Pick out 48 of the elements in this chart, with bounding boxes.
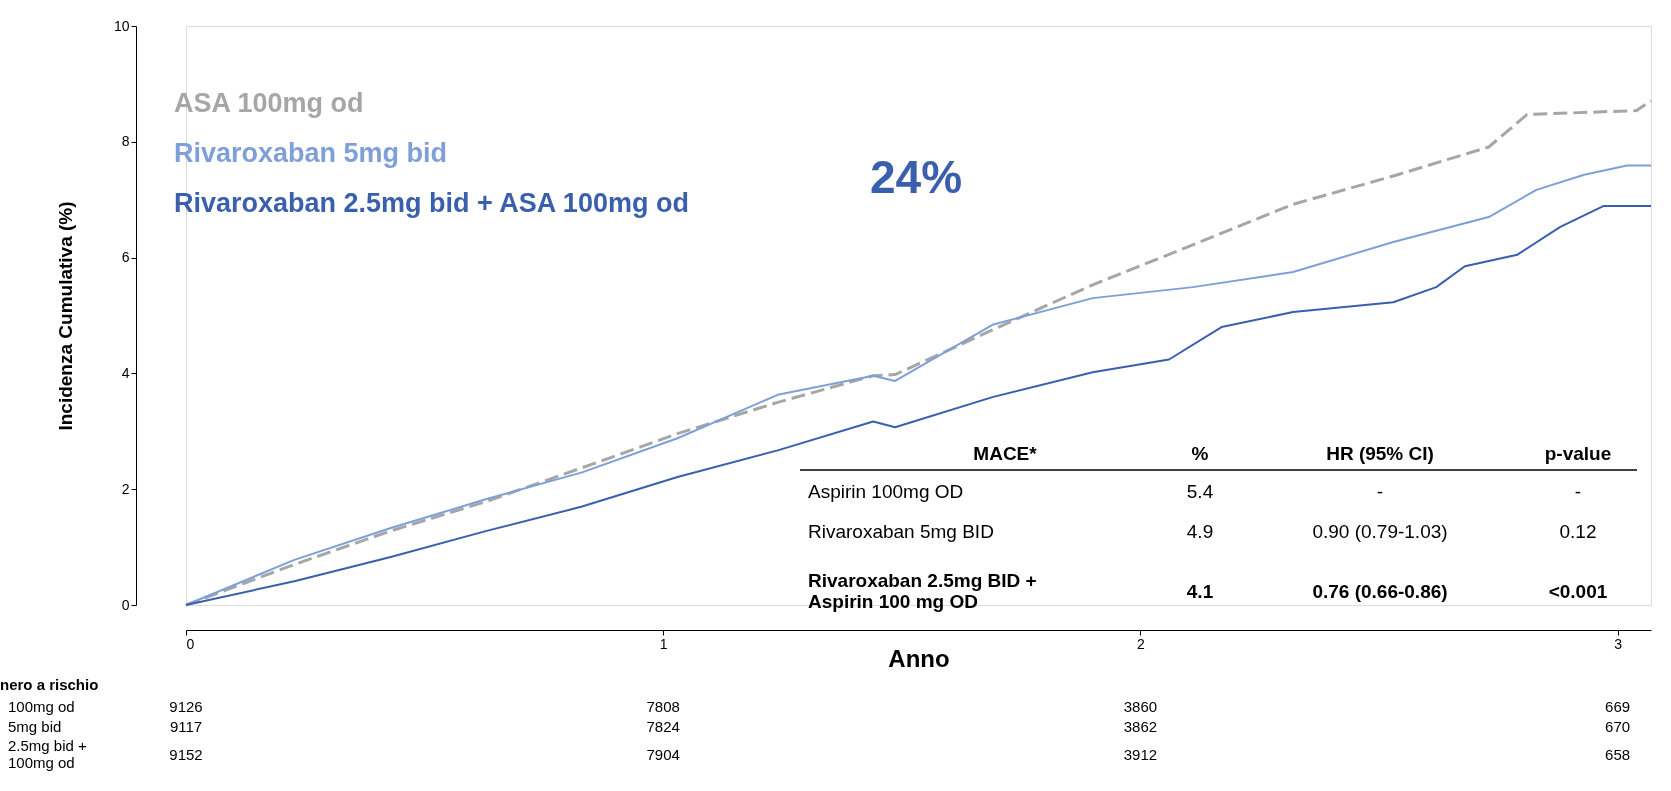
annotation: MACE* xyxy=(973,443,1038,464)
annotation: Aspirin 100mg OD xyxy=(808,481,964,502)
y-tick-label: 8 xyxy=(121,133,130,150)
text: 670 xyxy=(1605,718,1631,735)
text: 669 xyxy=(1605,698,1631,715)
text: 100mg od xyxy=(8,698,75,715)
text: 7904 xyxy=(646,746,680,763)
y-tick-label: 0 xyxy=(121,596,130,613)
y-tick-label: 6 xyxy=(121,249,130,266)
annotation: - xyxy=(1574,481,1582,502)
x-tick-label: 2 xyxy=(1137,635,1145,652)
annotation: Rivaroxaban 5mg BID xyxy=(808,521,994,542)
x-tick-label: 3 xyxy=(1614,635,1623,652)
y-tick-label: 10 xyxy=(113,17,130,34)
x-tick-label: 0 xyxy=(186,635,195,652)
text: 2.5mg bid + 100mg od xyxy=(8,737,88,771)
annotation: p-value xyxy=(1544,443,1612,464)
text: 7824 xyxy=(646,718,680,735)
annotation: 0.12 xyxy=(1559,521,1597,542)
annotation: 4.9 xyxy=(1186,521,1214,542)
y-axis-title: Incidenza Cumulativa (%) xyxy=(54,201,76,431)
x-tick-label: 1 xyxy=(659,635,668,652)
annotation: - xyxy=(1376,481,1384,502)
text: 9126 xyxy=(169,698,203,715)
annotation: 4.1 xyxy=(1186,581,1214,602)
text: 658 xyxy=(1605,746,1631,763)
text: 7808 xyxy=(646,698,680,715)
annotation: 5.4 xyxy=(1186,481,1214,502)
text: 3862 xyxy=(1123,718,1158,735)
text: 3912 xyxy=(1123,746,1158,763)
annotation: <0.001 xyxy=(1548,581,1608,602)
annotation: 0.90 (0.79-1.03) xyxy=(1312,521,1448,542)
annotation: HR (95% CI) xyxy=(1326,443,1434,464)
text: 3860 xyxy=(1123,698,1158,715)
annotation: % xyxy=(1191,443,1209,464)
y-tick-label: 4 xyxy=(121,364,130,381)
text: 9152 xyxy=(169,746,203,763)
y-tick-label: 2 xyxy=(121,480,130,497)
annotation: 24% xyxy=(870,151,963,203)
annotation: Rivaroxaban 2.5mg BID + Aspirin 100 mg OD xyxy=(808,569,1037,612)
text: Rivaroxaban 5mg bid xyxy=(174,138,448,168)
text: ASA 100mg od xyxy=(174,88,364,118)
text: Rivaroxaban 2.5mg bid + ASA 100mg od xyxy=(174,188,689,218)
x-axis-title: Anno xyxy=(888,644,950,672)
text: nero a rischio xyxy=(0,676,99,693)
text: 5mg bid xyxy=(8,718,62,735)
text: 9117 xyxy=(169,718,203,735)
annotation: 0.76 (0.66-0.86) xyxy=(1312,581,1448,602)
